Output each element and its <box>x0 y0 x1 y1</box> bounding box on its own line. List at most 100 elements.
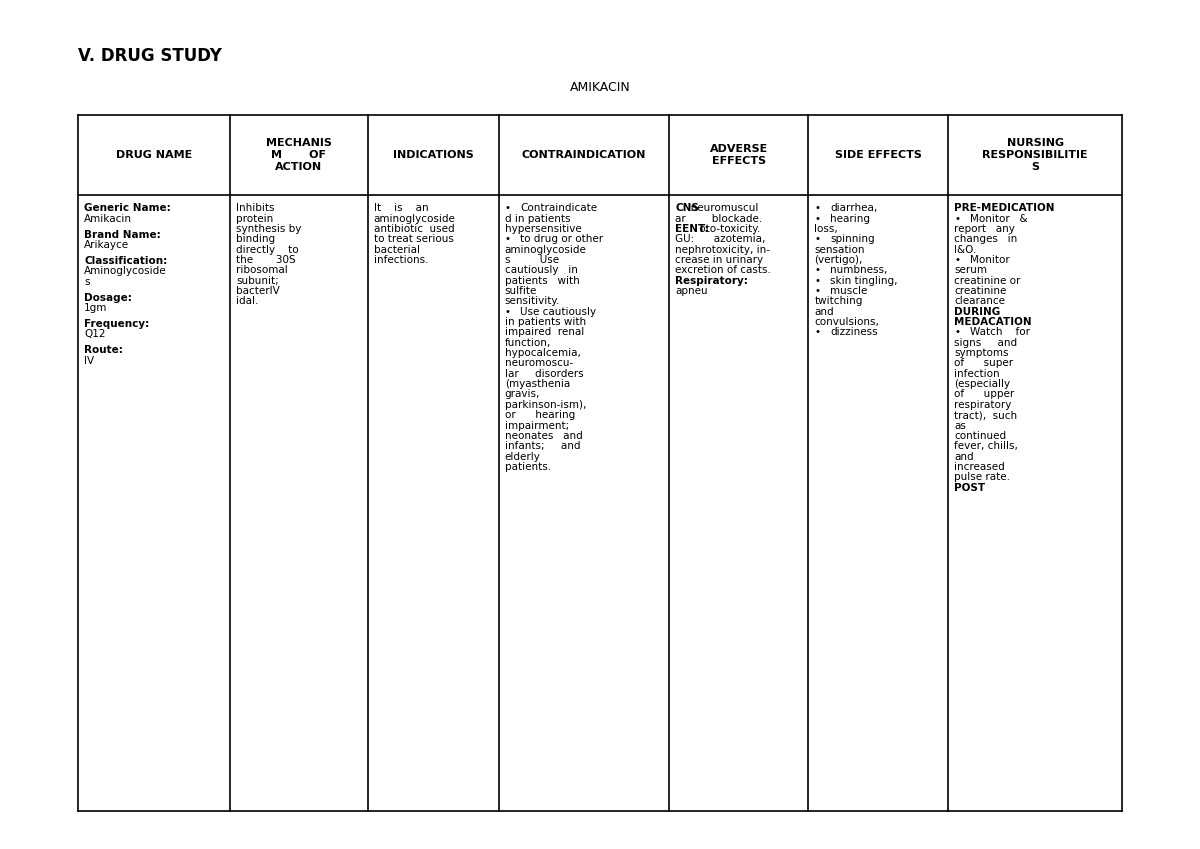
Text: Classification:: Classification: <box>84 256 167 266</box>
Text: or      hearing: or hearing <box>505 410 575 420</box>
Text: convulsions,: convulsions, <box>815 317 880 327</box>
Text: It    is    an: It is an <box>373 203 428 213</box>
Text: loss,: loss, <box>815 224 838 233</box>
Text: binding: binding <box>236 234 275 245</box>
Text: Generic Name:: Generic Name: <box>84 203 170 213</box>
Text: Watch    for: Watch for <box>970 328 1030 337</box>
Text: to treat serious: to treat serious <box>373 234 454 245</box>
Text: patients.: patients. <box>505 462 551 472</box>
Text: Respiratory:: Respiratory: <box>676 276 748 285</box>
Text: neuromoscu-: neuromoscu- <box>505 358 574 368</box>
Text: the       30S: the 30S <box>236 255 295 265</box>
Text: clearance: clearance <box>954 296 1006 306</box>
Text: spinning: spinning <box>830 234 875 245</box>
Text: MEDACATION: MEDACATION <box>954 317 1032 327</box>
Text: fever, chills,: fever, chills, <box>954 441 1019 451</box>
Text: of      super: of super <box>954 358 1014 368</box>
Text: protein: protein <box>236 213 274 223</box>
Text: Route:: Route: <box>84 346 122 356</box>
Text: dizziness: dizziness <box>830 328 877 337</box>
Text: PRE-MEDICATION: PRE-MEDICATION <box>954 203 1055 213</box>
Text: Frequency:: Frequency: <box>84 319 149 329</box>
Text: of      upper: of upper <box>954 390 1015 400</box>
Text: tract),  such: tract), such <box>954 410 1018 420</box>
Text: Q12: Q12 <box>84 329 106 340</box>
Text: 1gm: 1gm <box>84 303 107 313</box>
Text: AMIKACIN: AMIKACIN <box>570 81 630 93</box>
Text: and: and <box>815 306 834 317</box>
Text: •: • <box>815 286 821 296</box>
Text: bacterIV: bacterIV <box>236 286 280 296</box>
Text: V. DRUG STUDY: V. DRUG STUDY <box>78 47 222 65</box>
Text: infection: infection <box>954 368 1000 379</box>
Text: •: • <box>815 276 821 285</box>
Text: serum: serum <box>954 265 988 275</box>
Text: GU:      azotemia,: GU: azotemia, <box>676 234 766 245</box>
Text: INDICATIONS: INDICATIONS <box>392 149 474 160</box>
Text: twitching: twitching <box>815 296 863 306</box>
Text: skin tingling,: skin tingling, <box>830 276 898 285</box>
Text: CONTRAINDICATION: CONTRAINDICATION <box>522 149 647 160</box>
Text: oto-toxicity.: oto-toxicity. <box>696 224 760 233</box>
Text: lar     disorders: lar disorders <box>505 368 583 379</box>
Text: Monitor   &: Monitor & <box>970 213 1027 223</box>
Text: bacterial: bacterial <box>373 245 420 255</box>
Text: creatinine: creatinine <box>954 286 1007 296</box>
Text: excretion of casts.: excretion of casts. <box>676 265 772 275</box>
Text: Dosage:: Dosage: <box>84 293 132 303</box>
Text: •: • <box>815 234 821 245</box>
Text: sensation: sensation <box>815 245 865 255</box>
Text: impairment;: impairment; <box>505 420 569 430</box>
Text: hypocalcemia,: hypocalcemia, <box>505 348 581 358</box>
Text: diarrhea,: diarrhea, <box>830 203 877 213</box>
Text: •: • <box>815 203 821 213</box>
Text: changes   in: changes in <box>954 234 1018 245</box>
Text: respiratory: respiratory <box>954 400 1012 410</box>
Text: nephrotoxicity, in-: nephrotoxicity, in- <box>676 245 770 255</box>
Text: •: • <box>815 213 821 223</box>
Text: s         Use: s Use <box>505 255 559 265</box>
Text: ar        blockade.: ar blockade. <box>676 213 762 223</box>
Text: sensitivity.: sensitivity. <box>505 296 560 306</box>
Text: aminoglycoside: aminoglycoside <box>373 213 456 223</box>
Text: POST: POST <box>954 482 985 492</box>
Text: •: • <box>954 213 960 223</box>
Text: •: • <box>954 255 960 265</box>
Text: neonates   and: neonates and <box>505 430 582 441</box>
Text: Arikayce: Arikayce <box>84 240 130 250</box>
Text: directly    to: directly to <box>236 245 299 255</box>
Text: to drug or other: to drug or other <box>521 234 604 245</box>
Text: sulfite: sulfite <box>505 286 538 296</box>
Text: Use cautiously: Use cautiously <box>521 306 596 317</box>
Text: Amikacin: Amikacin <box>84 213 132 223</box>
Text: cautiously   in: cautiously in <box>505 265 577 275</box>
Text: parkinson-ism),: parkinson-ism), <box>505 400 587 410</box>
Text: CNS: CNS <box>676 203 700 213</box>
Text: DURING: DURING <box>954 306 1001 317</box>
Text: pulse rate.: pulse rate. <box>954 472 1010 482</box>
Text: •: • <box>505 203 511 213</box>
Text: ADVERSE
EFFECTS: ADVERSE EFFECTS <box>709 143 768 166</box>
Text: gravis,: gravis, <box>505 390 540 400</box>
Text: ribosomal: ribosomal <box>236 265 288 275</box>
Text: numbness,: numbness, <box>830 265 887 275</box>
Text: function,: function, <box>505 338 551 348</box>
Text: hypersensitive: hypersensitive <box>505 224 582 233</box>
Text: Contraindicate: Contraindicate <box>521 203 598 213</box>
Text: symptoms: symptoms <box>954 348 1009 358</box>
Text: SIDE EFFECTS: SIDE EFFECTS <box>835 149 922 160</box>
Text: DRUG NAME: DRUG NAME <box>116 149 192 160</box>
Text: report   any: report any <box>954 224 1015 233</box>
Text: :neuromuscul: :neuromuscul <box>688 203 760 213</box>
Text: IV: IV <box>84 356 94 366</box>
Text: (especially: (especially <box>954 380 1010 389</box>
Text: d in patients: d in patients <box>505 213 570 223</box>
Text: •: • <box>954 328 960 337</box>
Text: impaired  renal: impaired renal <box>505 328 584 337</box>
Text: aminoglycoside: aminoglycoside <box>505 245 587 255</box>
Text: (myasthenia: (myasthenia <box>505 380 570 389</box>
Text: muscle: muscle <box>830 286 868 296</box>
Text: NURSING
RESPONSIBILITIE
S: NURSING RESPONSIBILITIE S <box>983 138 1088 171</box>
Text: •: • <box>815 328 821 337</box>
Text: patients   with: patients with <box>505 276 580 285</box>
